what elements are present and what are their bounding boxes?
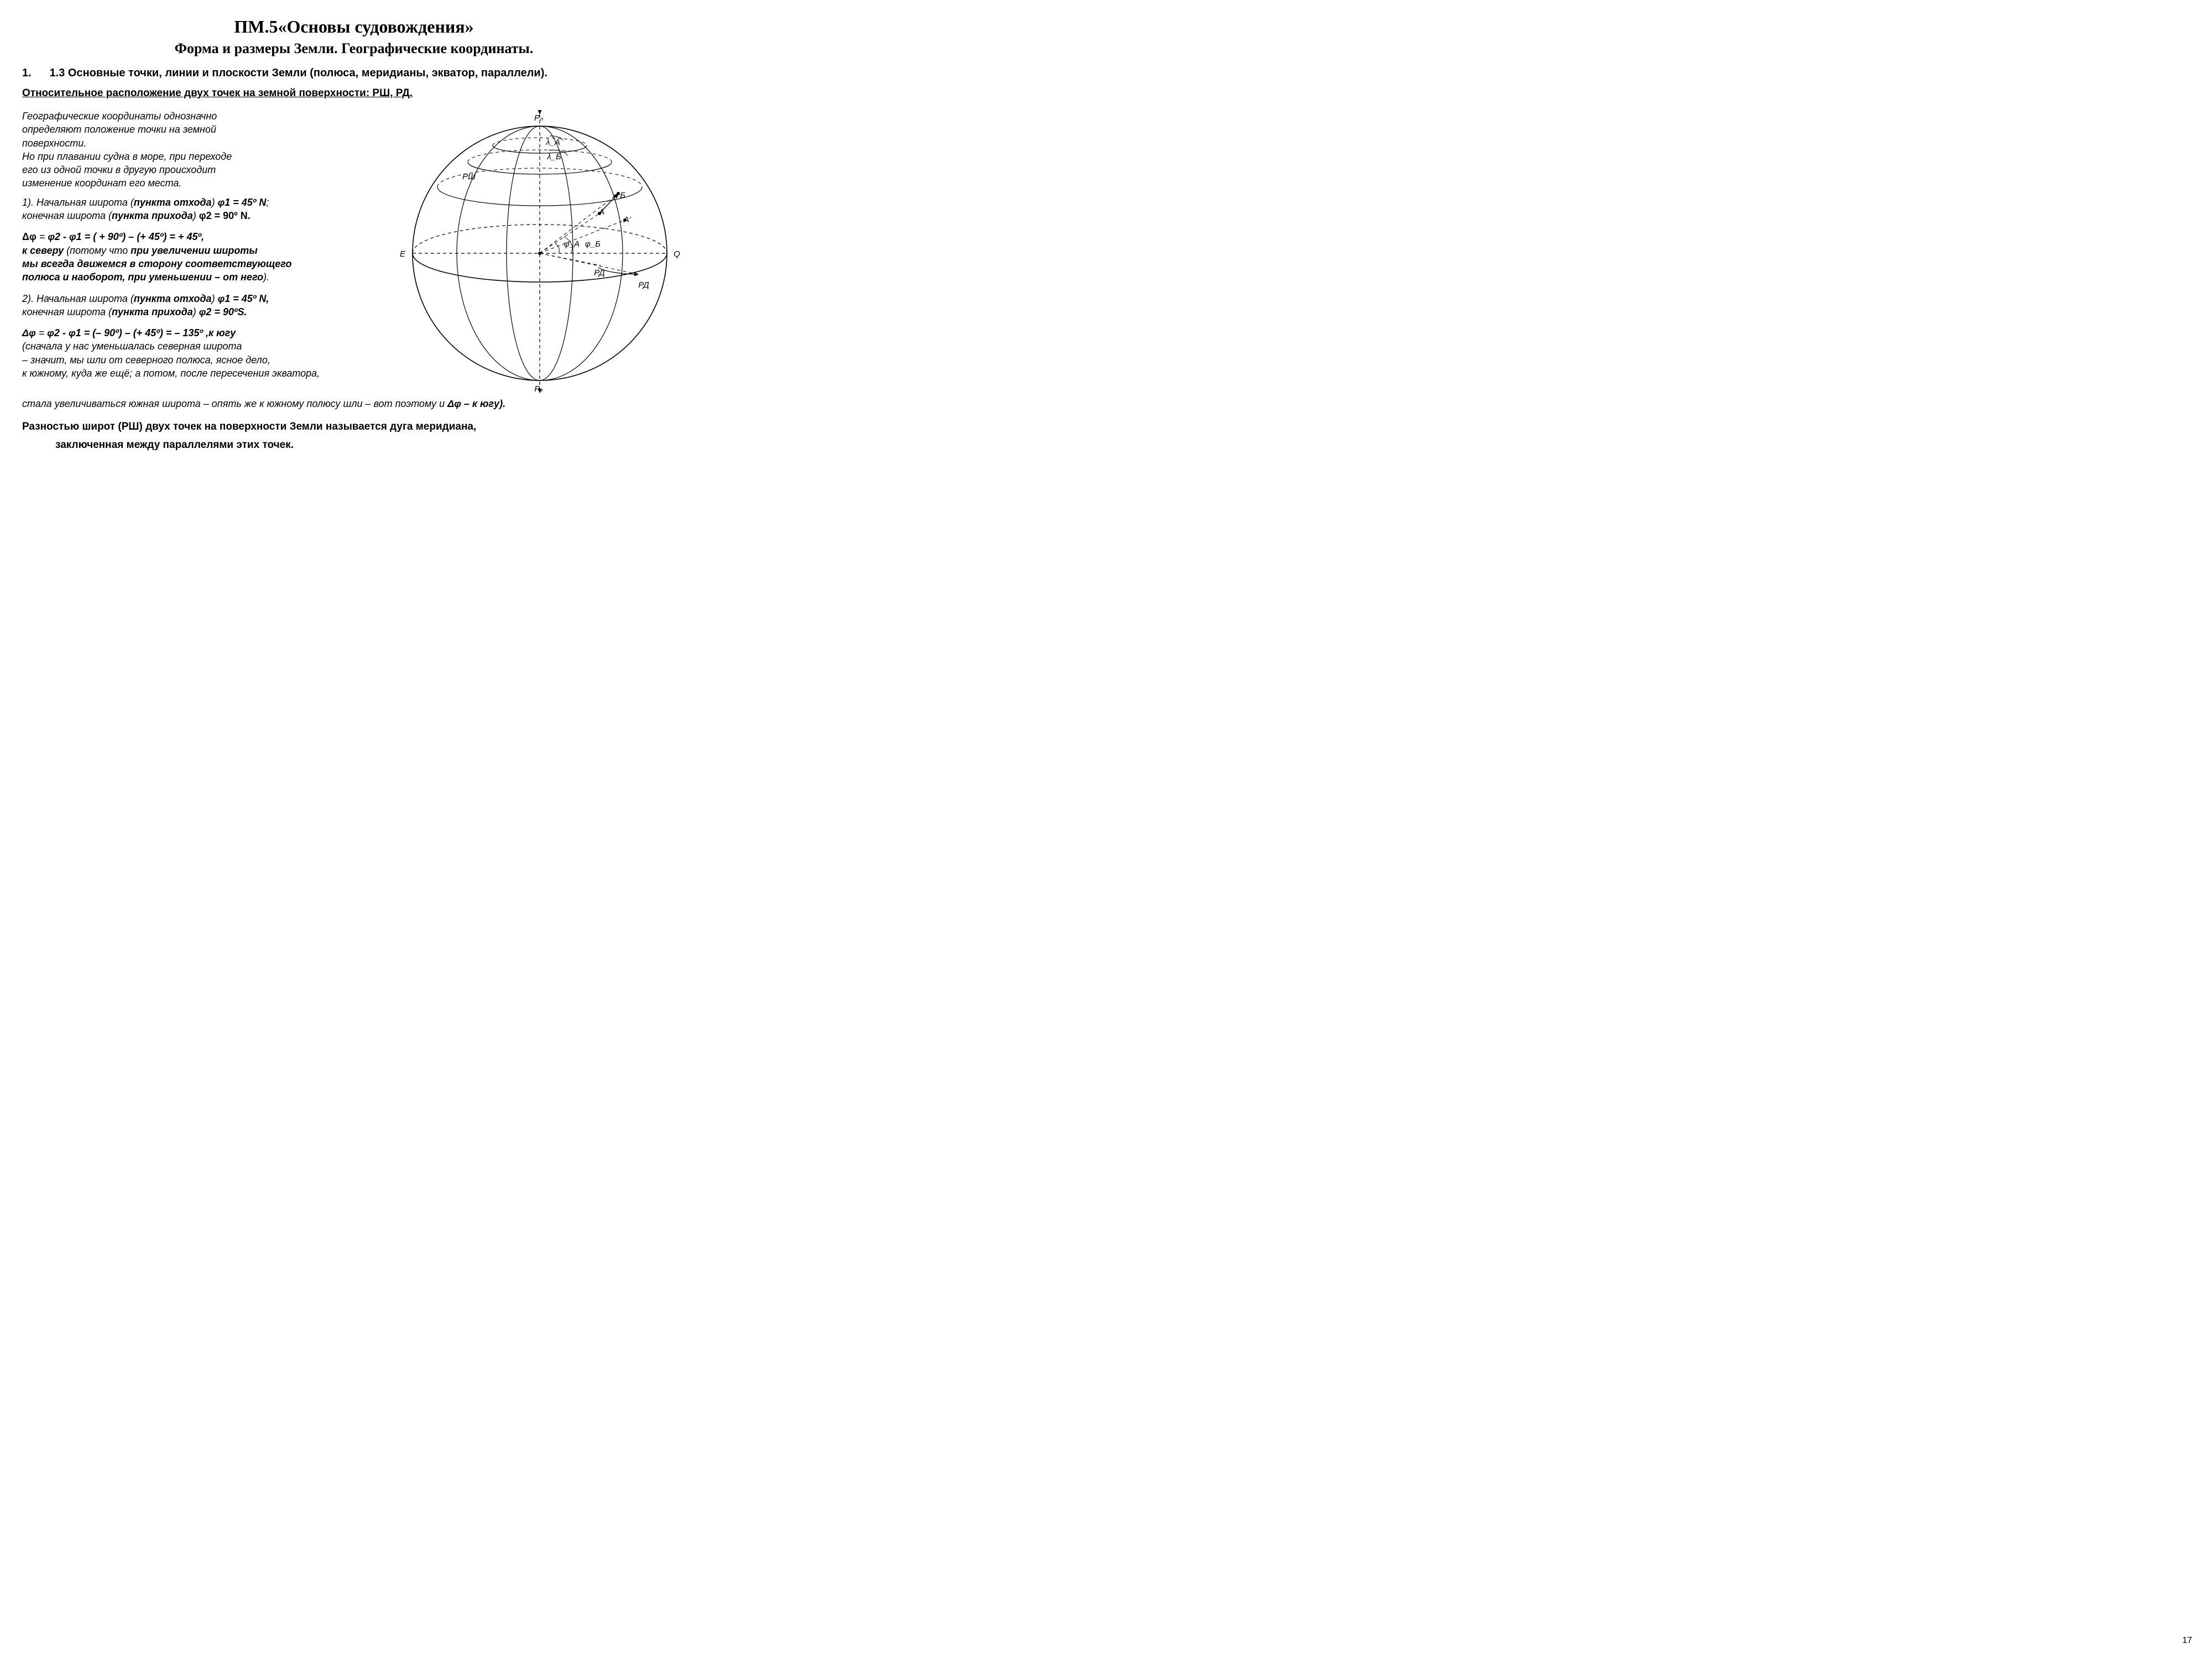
svg-text:РШ: РШ — [462, 172, 476, 181]
t: конечная широта ( — [22, 306, 112, 317]
t: φ2 - φ1 = ( + 90º) – (+ 45º) = + 45º, — [48, 231, 204, 242]
t: мы всегда движемся в сторону соответству… — [22, 258, 291, 269]
intro-line: его из одной точки в другую происходит — [22, 164, 216, 175]
t: пункта прихода — [112, 210, 193, 221]
t: 2). Начальная широта ( — [22, 293, 134, 304]
t: пункта отхода — [134, 293, 212, 304]
t: Δφ — [447, 398, 461, 409]
case1-lines: 1). Начальная широта (пункта отхода) φ1 … — [22, 196, 384, 223]
intro-line: поверхности. — [22, 138, 86, 149]
section-heading-text: 1.3 Основные точки, линии и плоскости Зе… — [50, 67, 547, 79]
t: – к югу). — [461, 398, 505, 409]
t: Разностью широт (РШ) двух точек на повер… — [22, 421, 476, 432]
t: ) — [193, 210, 199, 221]
delta-phi-2: Δφ = φ2 - φ1 = (– 90º) – (+ 45º) = – 135… — [22, 326, 384, 380]
tail-wide: стала увеличиваться южная широта – опять… — [22, 397, 686, 410]
svg-text:φ_Б: φ_Б — [585, 239, 601, 249]
svg-text:Q: Q — [674, 249, 680, 259]
t: ). — [263, 272, 269, 283]
t: φ2 = 90ºS. — [199, 306, 247, 317]
svg-text:Pₛ: Pₛ — [534, 384, 543, 394]
t: Δφ — [22, 231, 36, 242]
svg-text:Pₙ: Pₙ — [534, 113, 544, 123]
t: Δφ — [22, 327, 36, 338]
case2-lines: 2). Начальная широта (пункта отхода) φ1 … — [22, 292, 384, 319]
t: к северу — [22, 245, 64, 256]
intro-line: определяют положение точки на земной — [22, 124, 216, 135]
subheading: Относительное расположение двух точек на… — [22, 87, 686, 100]
t: ,к югу — [203, 327, 236, 338]
t: при увеличении широты — [131, 245, 258, 256]
content-row: Географические координаты однозначно опр… — [22, 109, 686, 397]
text-column: Географические координаты однозначно опр… — [22, 109, 384, 385]
svg-text:Б: Б — [620, 191, 625, 200]
t: φ1 = 45º N — [218, 197, 267, 208]
t: ) — [193, 306, 199, 317]
diagram-column: Pₙ Pₛ E Qλ_А λ_Б А Б А' φ_А φ_Б РД РД РШ — [394, 109, 686, 397]
intro-paragraph: Географические координаты однозначно опр… — [22, 109, 384, 190]
delta-phi-1: Δφ = φ2 - φ1 = ( + 90º) – (+ 45º) = + 45… — [22, 230, 384, 284]
page-main-title: ПМ.5«Основы судовождения» — [22, 17, 686, 37]
t: пункта отхода — [134, 197, 212, 208]
t: = — [36, 231, 48, 242]
svg-text:А': А' — [623, 215, 632, 225]
intro-line: Географические координаты однозначно — [22, 111, 217, 122]
intro-line: Но при плавании судна в море, при перехо… — [22, 151, 232, 162]
svg-text:РД: РД — [594, 268, 605, 278]
t: к южному, куда же ещё; а потом, после пе… — [22, 368, 320, 379]
t: φ1 = 45º N, — [218, 293, 269, 304]
t: 1). Начальная широта ( — [22, 197, 134, 208]
svg-text:φ_А: φ_А — [564, 239, 580, 249]
t: пункта прихода — [112, 306, 193, 317]
svg-text:E: E — [400, 249, 406, 259]
t: ) — [212, 293, 218, 304]
section-number: 1. — [22, 67, 46, 80]
t: стала увеличиваться южная широта – опять… — [22, 398, 447, 409]
svg-text:λ_А: λ_А — [545, 138, 560, 147]
t: (потому что — [64, 245, 131, 256]
t: конечная широта ( — [22, 210, 112, 221]
t: ; — [266, 197, 269, 208]
t: – значит, мы шли от северного полюса, яс… — [22, 354, 270, 366]
t: = — [36, 327, 48, 338]
section-heading: 1. 1.3 Основные точки, линии и плоскости… — [22, 67, 686, 80]
globe-diagram: Pₙ Pₛ E Qλ_А λ_Б А Б А' φ_А φ_Б РД РД РШ — [396, 109, 684, 397]
t: φ2 = 90º N. — [199, 210, 251, 221]
svg-text:РД: РД — [638, 280, 649, 290]
t: заключенная между параллелями этих точек… — [22, 436, 294, 454]
page-number: 17 — [2182, 1636, 2192, 1646]
t: полюса и наоборот, при уменьшении – от н… — [22, 272, 263, 283]
definition-text: Разностью широт (РШ) двух точек на повер… — [22, 418, 686, 454]
svg-text:А: А — [598, 207, 604, 217]
t: ) — [212, 197, 218, 208]
t: φ2 - φ1 = (– 90º) – (+ 45º) = – 135º — [47, 327, 203, 338]
intro-line: изменение координат его места. — [22, 178, 181, 189]
svg-text:λ_Б: λ_Б — [546, 152, 561, 161]
page-subtitle: Форма и размеры Земли. Географические ко… — [22, 40, 686, 57]
t: (сначала у нас уменьшалась северная широ… — [22, 341, 242, 352]
